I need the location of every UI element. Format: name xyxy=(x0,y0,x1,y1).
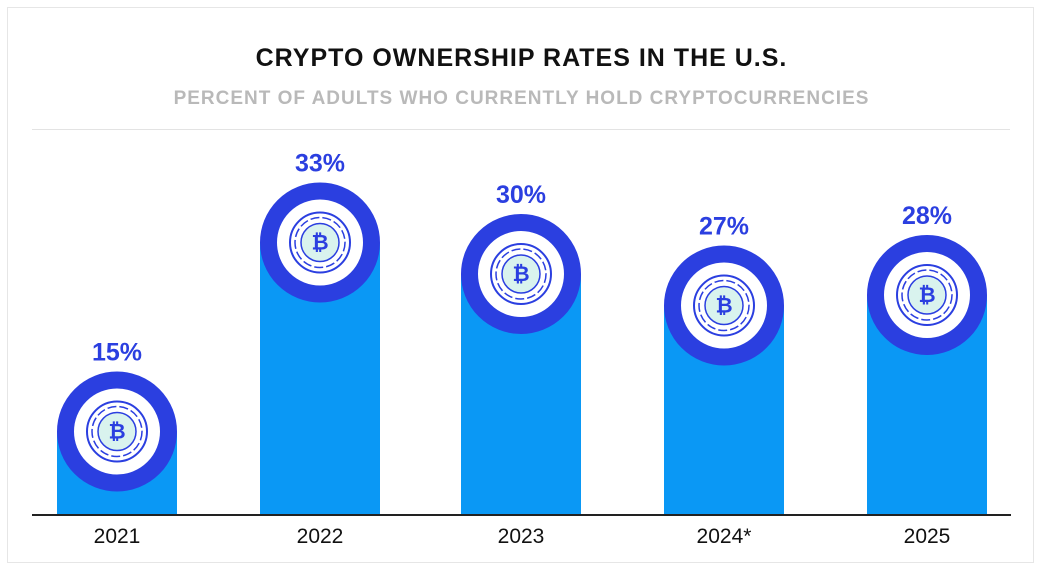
title-divider xyxy=(32,129,1010,130)
category-label: 2021 xyxy=(94,525,141,548)
bar-group-2024: ₿ xyxy=(664,245,784,514)
bar-group-2021: ₿ xyxy=(57,371,177,514)
value-label: 15% xyxy=(92,339,142,367)
category-label: 2024* xyxy=(697,525,752,548)
bitcoin-coin-icon: ₿ xyxy=(490,243,552,305)
value-label: 28% xyxy=(902,202,952,230)
value-label: 27% xyxy=(699,213,749,241)
value-label: 33% xyxy=(295,150,345,178)
bar-group-2023: ₿ xyxy=(461,214,581,514)
bitcoin-coin-icon: ₿ xyxy=(896,264,958,326)
chart-subtitle: PERCENT OF ADULTS WHO CURRENTLY HOLD CRY… xyxy=(173,88,870,109)
value-label: 30% xyxy=(496,181,546,209)
coin-symbol: ₿ xyxy=(512,262,529,286)
chart-title: CRYPTO OWNERSHIP RATES IN THE U.S. xyxy=(255,44,788,72)
labels-group: 15% 2021 33% 2022 30% 2023 27% 2024* 28% 2025 xyxy=(92,150,952,549)
bar-group-2022: ₿ xyxy=(260,182,380,514)
category-label: 2023 xyxy=(498,525,545,548)
coin-symbol: ₿ xyxy=(918,283,935,307)
bitcoin-coin-icon: ₿ xyxy=(693,274,755,337)
category-label: 2022 xyxy=(297,525,344,548)
category-label: 2025 xyxy=(904,525,951,548)
bitcoin-coin-icon: ₿ xyxy=(86,400,148,463)
coin-symbol: ₿ xyxy=(311,231,328,255)
bitcoin-coin-icon: ₿ xyxy=(289,211,351,274)
bar-group-2025: ₿ xyxy=(867,235,987,514)
coin-symbol: ₿ xyxy=(108,420,125,444)
bars-group: ₿ ₿ ₿ ₿ ₿ xyxy=(57,182,987,514)
coin-symbol: ₿ xyxy=(715,294,732,318)
